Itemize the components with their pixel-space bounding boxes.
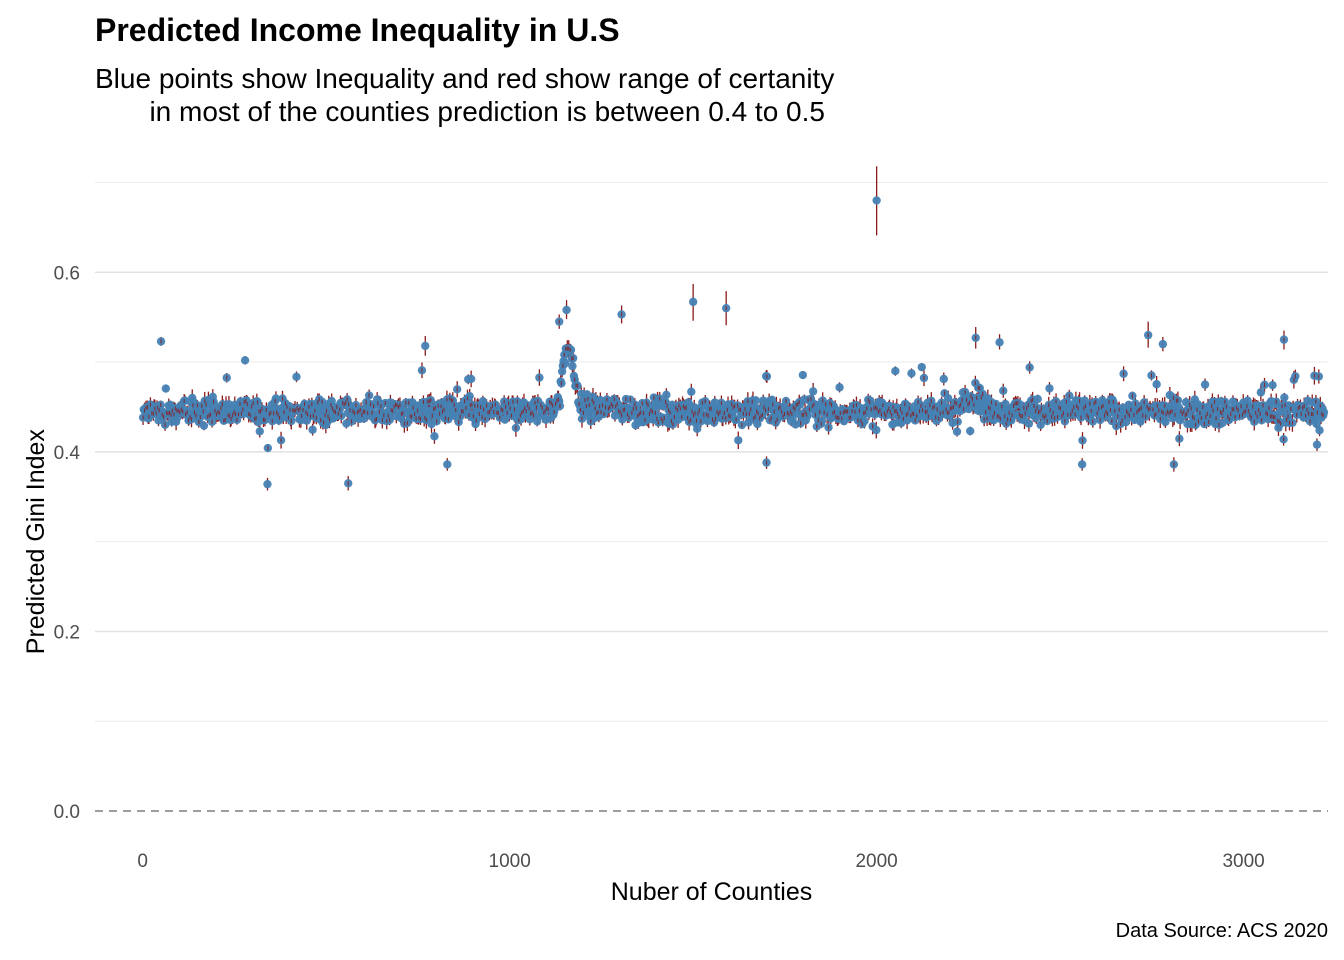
data-point (1152, 380, 1161, 389)
y-tick-label: 0.6 (54, 263, 80, 284)
data-point (210, 400, 219, 409)
data-point (662, 390, 671, 400)
data-point (308, 425, 317, 434)
x-tick-label: 0 (137, 851, 148, 872)
interval-layer (142, 166, 1325, 491)
data-point (161, 384, 171, 393)
data-point (1312, 419, 1321, 429)
data-point (872, 425, 881, 435)
point-layer (138, 196, 1329, 489)
data-point (466, 374, 476, 384)
data-source-caption: Data Source: ACS 2020 (1115, 920, 1328, 942)
data-point (1319, 408, 1329, 417)
data-point (1024, 419, 1034, 428)
x-tick-label: 3000 (1222, 851, 1264, 872)
data-point (566, 345, 576, 355)
data-point (917, 362, 926, 372)
data-point (263, 479, 272, 489)
x-axis-title: Nuber of Counties (611, 878, 813, 906)
data-point (618, 415, 627, 424)
data-point (430, 432, 439, 441)
x-tick-label: 1000 (489, 851, 531, 872)
data-point (860, 416, 869, 426)
axis-labels: 0.0 0.2 0.4 0.6 0 1000 2000 3000 Nuber of Counti… (22, 263, 1265, 906)
data-point (798, 370, 808, 380)
data-point (907, 369, 916, 378)
data-point (939, 374, 948, 384)
y-axis-title: Predicted Gini Index (22, 429, 50, 655)
data-point (751, 396, 761, 405)
data-point (568, 361, 577, 371)
data-point (734, 436, 743, 445)
data-point (255, 427, 264, 436)
gridlines (95, 181, 1328, 722)
data-point (1280, 393, 1289, 402)
data-point (1033, 394, 1042, 404)
data-point (1268, 380, 1277, 390)
chart-title: Predicted Income Inequality in U.S (95, 12, 620, 48)
data-point (952, 427, 962, 436)
y-tick-label: 0.4 (54, 443, 81, 464)
x-tick-label: 2000 (855, 851, 897, 872)
y-tick-label: 0.2 (54, 622, 80, 643)
data-point (687, 387, 696, 396)
data-point (1161, 417, 1170, 427)
data-point (943, 394, 953, 403)
data-point (995, 338, 1004, 347)
data-point (808, 387, 818, 396)
data-point (1200, 380, 1210, 389)
data-point (1243, 396, 1252, 405)
data-point (1036, 420, 1045, 430)
data-point (835, 383, 844, 392)
data-point (1045, 384, 1054, 393)
data-point (1158, 339, 1168, 349)
data-point (1121, 418, 1131, 427)
data-point (327, 396, 336, 406)
data-point (692, 424, 702, 434)
data-point (1315, 426, 1324, 435)
data-point (443, 460, 452, 469)
data-point (872, 196, 881, 205)
data-point (465, 391, 474, 401)
data-point (271, 394, 281, 403)
data-point (562, 305, 571, 315)
y-tick-label: 0.0 (54, 802, 80, 823)
data-point (240, 356, 250, 365)
data-point (199, 421, 209, 430)
data-point (292, 372, 301, 381)
data-point (891, 366, 900, 376)
data-point (1077, 460, 1087, 469)
data-point (688, 297, 698, 307)
data-point (1256, 388, 1266, 397)
data-point (966, 426, 975, 436)
data-point (817, 416, 827, 425)
data-point (421, 341, 430, 351)
data-point (1312, 440, 1322, 449)
chart-subtitle: Blue points show Inequality and red show… (95, 63, 835, 127)
